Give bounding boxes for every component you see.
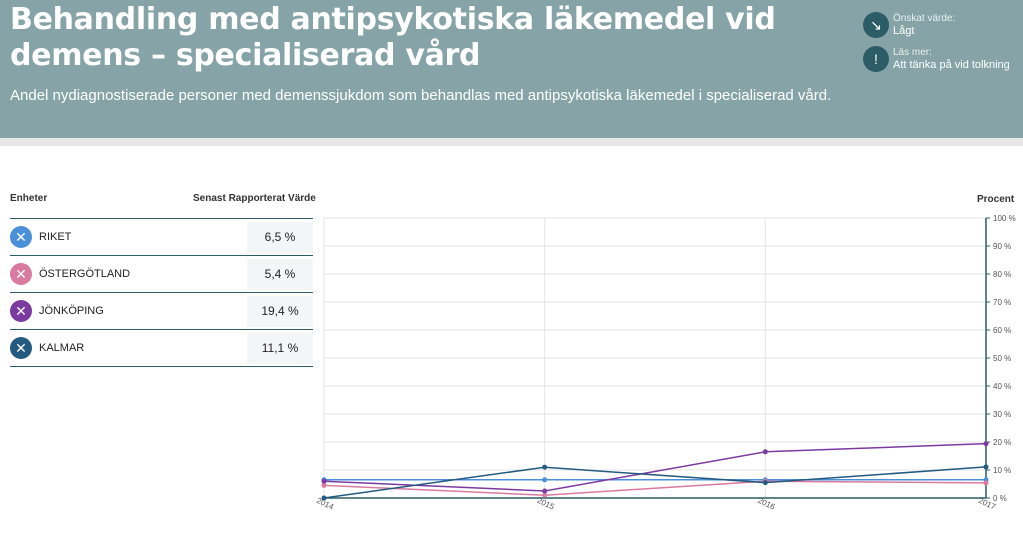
y-axis-label: Procent [977, 194, 1015, 205]
unit-value: 19,4 % [247, 296, 313, 327]
y-tick-label: 50 % [993, 354, 1011, 363]
unit-value: 6,5 % [247, 222, 313, 253]
remove-kalmar-icon[interactable]: ✕ [10, 337, 32, 359]
desired-value: Lågt [893, 25, 915, 37]
y-tick-label: 90 % [993, 242, 1011, 251]
data-point [542, 488, 548, 494]
header: Behandling med antipsykotiska läkemedel … [0, 0, 1023, 138]
data-point [983, 480, 989, 486]
y-tick-label: 100 % [993, 214, 1016, 223]
remove-ostergotland-icon[interactable]: ✕ [10, 263, 32, 285]
y-tick-label: 40 % [993, 382, 1011, 391]
data-point [762, 449, 768, 455]
unit-value: 11,1 % [247, 333, 313, 364]
arrow-down-right-icon: ↘ [863, 12, 889, 38]
desired-value-info: ↘ Önskat värde: Lågt [863, 12, 1023, 42]
y-tick-label: 80 % [993, 270, 1011, 279]
data-point [542, 464, 548, 470]
data-point [321, 495, 327, 501]
unit-name: ÖSTERGÖTLAND [39, 268, 131, 280]
series-line [323, 466, 987, 499]
page-title: Behandling med antipsykotiska läkemedel … [10, 2, 776, 73]
series-line [323, 442, 987, 492]
y-tick-label: 0 % [993, 494, 1007, 503]
table-row: ✕ ÖSTERGÖTLAND 5,4 % [10, 256, 313, 293]
header-divider [0, 138, 1023, 146]
y-tick-label: 10 % [993, 466, 1011, 475]
line-chart: 0 % 10 % 20 % 30 % 40 % 50 % 60 % 70 % 80 % 90 % 1… [315, 214, 1016, 512]
units-table: ✕ RIKET 6,5 % ✕ ÖSTERGÖTLAND 5,4 % ✕ JÖN… [10, 218, 313, 367]
table-row: ✕ RIKET 6,5 % [10, 219, 313, 256]
data-point [983, 464, 989, 470]
y-tick-label: 20 % [993, 438, 1011, 447]
table-row: ✕ KALMAR 11,1 % [10, 330, 313, 367]
page-subtitle: Andel nydiagnostiserade personer med dem… [10, 87, 832, 104]
data-point [321, 482, 327, 488]
read-more-link[interactable]: ! Läs mer: Att tänka på vid tolkning [863, 46, 1023, 76]
column-header-latest: Senast Rapporterat Värde [193, 193, 316, 204]
info-icon[interactable]: ! [863, 46, 889, 72]
desired-value-label: Önskat värde: [893, 13, 956, 24]
data-point [983, 441, 989, 447]
series-line [323, 480, 987, 496]
unit-name: JÖNKÖPING [39, 305, 104, 317]
data-point [321, 478, 327, 484]
unit-name: KALMAR [39, 342, 85, 354]
data-point [542, 477, 548, 483]
column-header-units: Enheter [10, 193, 48, 204]
remove-riket-icon[interactable]: ✕ [10, 226, 32, 248]
data-point [542, 492, 548, 498]
unit-name: RIKET [39, 231, 72, 243]
remove-jonkoping-icon[interactable]: ✕ [10, 300, 32, 322]
unit-value: 5,4 % [247, 259, 313, 290]
read-more-label: Läs mer: [893, 47, 932, 58]
read-more-text[interactable]: Att tänka på vid tolkning [893, 59, 1010, 71]
table-row: ✕ JÖNKÖPING 19,4 % [10, 293, 313, 330]
data-point [762, 480, 768, 486]
y-tick-label: 60 % [993, 326, 1011, 335]
y-tick-label: 30 % [993, 410, 1011, 419]
y-tick-label: 70 % [993, 298, 1011, 307]
